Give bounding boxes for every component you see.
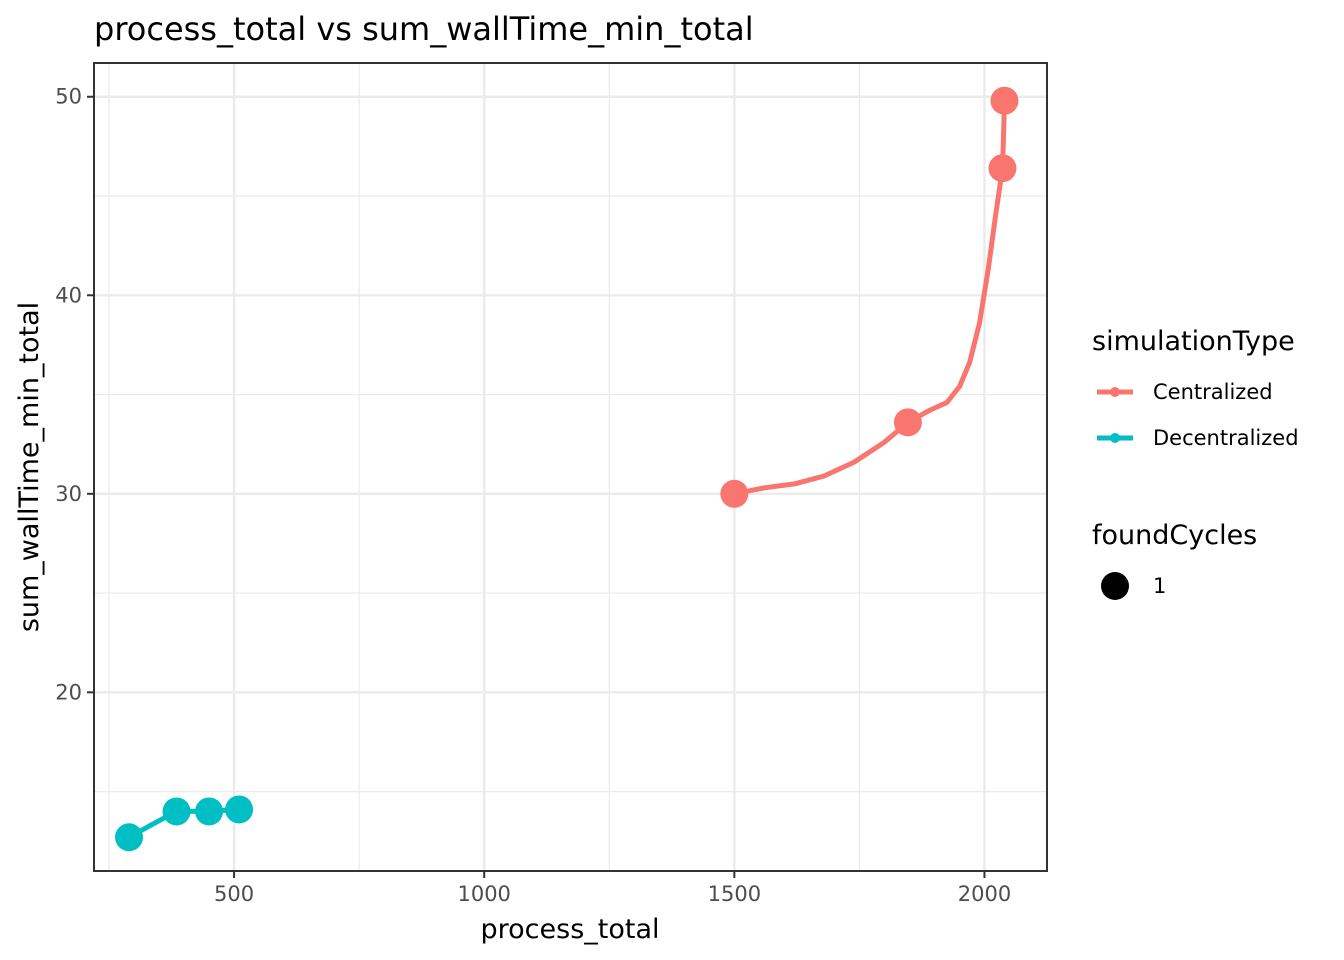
data-point-decentralized [115,823,144,852]
legend-entry-centralized: Centralized [1097,380,1273,404]
x-axis-ticks: 500 1000 1500 2000 [214,871,1011,906]
x-tick-label: 2000 [958,882,1011,906]
y-axis-title: sum_wallTime_min_total [14,302,45,632]
data-point-centralized [988,154,1017,183]
legend-key-size-point [1101,572,1129,600]
data-point-decentralized [225,795,254,824]
series-points [115,86,1019,852]
legend-label-decentralized: Decentralized [1153,426,1299,450]
data-point-decentralized [195,797,224,826]
legend-label-centralized: Centralized [1153,380,1273,404]
y-tick-label: 20 [55,680,82,704]
y-tick-label: 50 [55,85,82,109]
major-gridlines [94,63,1047,871]
y-tick-label: 30 [55,482,82,506]
legend-color-title: simulationType [1092,326,1295,357]
legend-size-title: foundCycles [1092,520,1257,551]
legend-label-size-1: 1 [1153,574,1166,598]
y-tick-label: 40 [55,283,82,307]
legend-key-point-decentralized [1110,433,1120,443]
series-line-centralized [731,98,1007,497]
data-point-centralized [990,86,1019,115]
minor-gridlines [94,63,1047,871]
x-axis-title: process_total [481,914,660,945]
plot-panel-border [93,62,1048,872]
y-axis-ticks: 20 30 40 50 [55,85,94,704]
data-point-decentralized [162,797,191,826]
x-tick-label: 1000 [457,882,510,906]
data-point-centralized [720,479,749,508]
x-tick-label: 500 [214,882,254,906]
legend-key-point-centralized [1110,387,1120,397]
chart-title: process_total vs sum_wallTime_min_total [94,10,754,48]
data-point-centralized [893,408,922,437]
legend-entry-decentralized: Decentralized [1097,426,1299,450]
x-tick-label: 1500 [708,882,761,906]
series-lines [126,98,1007,840]
legend: simulationType Centralized Decentralized… [1092,326,1299,600]
legend-entry-size-1: 1 [1101,572,1166,600]
